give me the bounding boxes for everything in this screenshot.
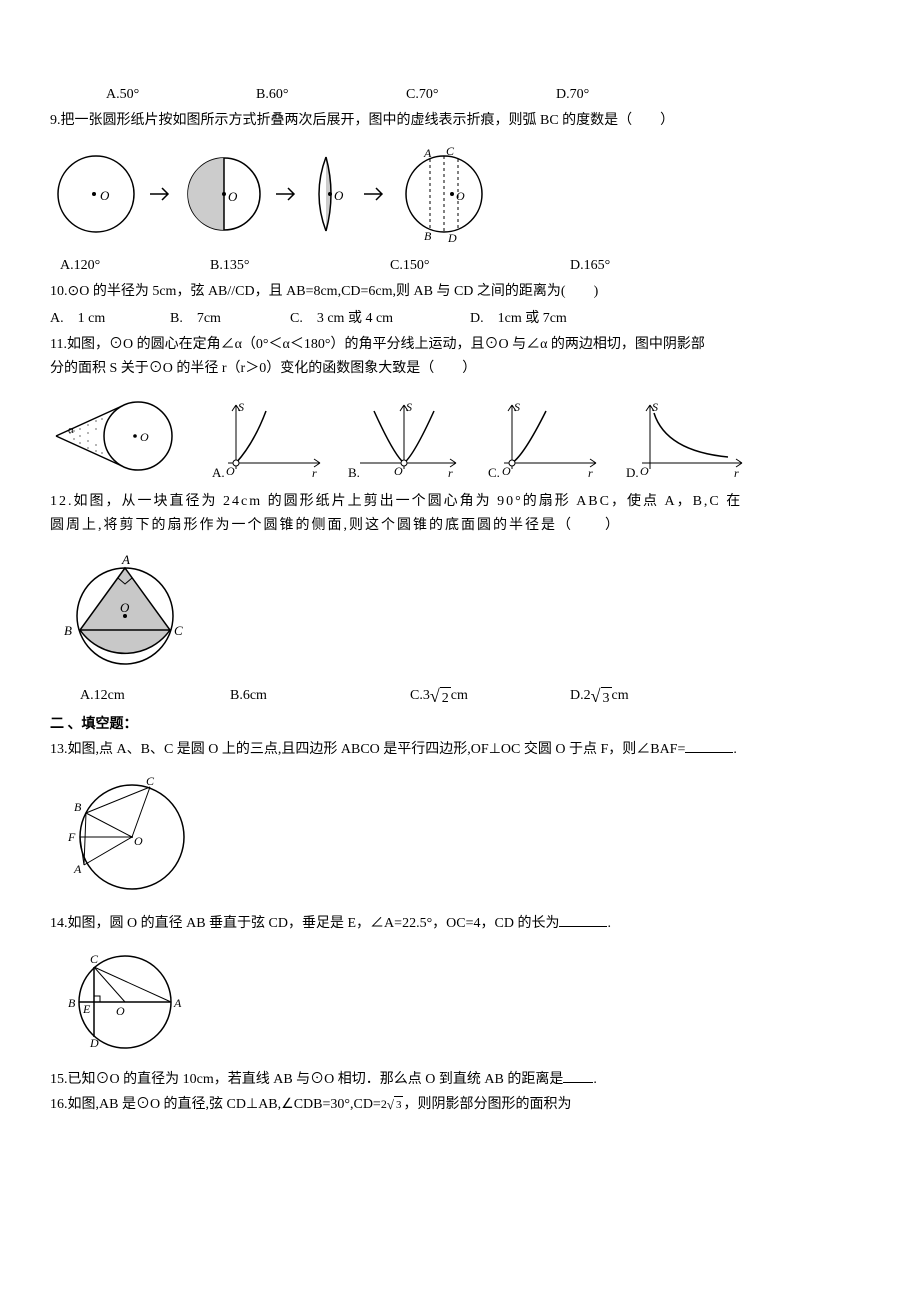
svg-text:O: O: [120, 600, 130, 615]
q14-figure: C B A D E O: [50, 947, 870, 1057]
q13-blank: [685, 739, 733, 753]
q12-opt-a: A.12cm: [50, 685, 230, 707]
svg-text:O: O: [228, 189, 238, 204]
q9-opt-d: D.165°: [570, 255, 730, 277]
q13-text: 13.如图,点 A、B、C 是圆 O 上的三点,且四边形 ABCO 是平行四边形…: [50, 739, 870, 761]
svg-text:A: A: [423, 146, 432, 160]
q16-cd-value: 2 √3: [381, 1095, 404, 1116]
q9-figures: O O O O A C B D: [50, 145, 870, 243]
q10-opt-d: D. 1cm 或 7cm: [470, 308, 630, 330]
q14-text: 14.如图，圆 O 的直径 AB 垂直于弦 CD，垂足是 E，∠A=22.5°，…: [50, 913, 870, 935]
q15-text: 15.已知⊙O 的直径为 10cm，若直线 AB 与⊙O 相切．那么点 O 到直…: [50, 1069, 870, 1091]
svg-text:O: O: [226, 464, 235, 478]
q12-figure: A B C O: [50, 550, 870, 670]
svg-text:O: O: [502, 464, 511, 478]
svg-text:S: S: [514, 400, 520, 414]
q15-blank: [563, 1069, 593, 1083]
q11-text2: 分的面积 S 关于⊙O 的半径 r（r＞0）变化的函数图象大致是（ ）: [50, 358, 870, 380]
svg-text:r: r: [588, 466, 593, 479]
q9-fig4: O A C B D: [394, 145, 494, 243]
svg-text:A: A: [73, 862, 82, 876]
svg-text:B.: B.: [348, 465, 360, 479]
svg-text:D: D: [447, 231, 457, 243]
svg-text:S: S: [238, 400, 244, 414]
svg-text:O: O: [334, 188, 344, 203]
svg-text:A: A: [121, 552, 130, 567]
q11-graph-b: S r O B.: [346, 399, 466, 479]
svg-text:A.: A.: [212, 465, 225, 479]
svg-text:D: D: [89, 1036, 99, 1050]
q10-opt-a: A. 1 cm: [50, 308, 170, 330]
svg-text:O: O: [134, 834, 143, 848]
q12-options: A.12cm B.6cm C.3 √2 cm D.2 √3 cm: [50, 682, 870, 711]
q13-figure: C B F A O: [50, 773, 870, 901]
svg-text:O: O: [116, 1004, 125, 1018]
svg-text:D.: D.: [626, 465, 639, 479]
q11-figures: α O S r O A. S r O B.: [50, 393, 870, 479]
section2-title: 二 、填空题：: [50, 714, 870, 736]
svg-text:O: O: [640, 464, 649, 478]
q9-fig1: O: [50, 148, 142, 240]
svg-text:A: A: [173, 996, 182, 1010]
svg-text:B: B: [64, 623, 72, 638]
q14-blank: [559, 913, 607, 927]
q11-graph-d: S r O D.: [622, 399, 750, 479]
q11-graph-c: S r O C.: [484, 399, 604, 479]
q11-text1: 11.如图，⊙O 的圆心在定角∠α（0°＜α＜180°）的角平分线上运动，且⊙O…: [50, 334, 870, 356]
q12-opt-d: D.2 √3 cm: [570, 682, 730, 711]
q8-opt-a: A.50°: [106, 84, 256, 106]
q12-text1: 12.如图，从一块直径为 24cm 的圆形纸片上剪出一个圆心角为 90°的扇形 …: [50, 491, 870, 513]
svg-text:r: r: [312, 466, 317, 479]
q10-text: 10.⊙O 的半径为 5cm，弦 AB//CD，且 AB=8cm,CD=6cm,…: [50, 281, 870, 303]
arrow-icon: [362, 184, 388, 204]
q9-fig2: O: [180, 150, 268, 238]
svg-text:C: C: [174, 623, 183, 638]
svg-text:C.: C.: [488, 465, 500, 479]
q9-opt-c: C.150°: [390, 255, 570, 277]
svg-text:C: C: [146, 774, 155, 788]
q8-options: A.50° B.60° C.70° D.70°: [50, 84, 870, 106]
q8-opt-c: C.70°: [406, 84, 556, 106]
svg-text:O: O: [456, 189, 465, 203]
q16-text: 16.如图,AB 是⊙O 的直径,弦 CD⊥AB,∠CDB=30°,CD= 2 …: [50, 1094, 870, 1116]
q10-options: A. 1 cm B. 7cm C. 3 cm 或 4 cm D. 1cm 或 7…: [50, 308, 870, 330]
q9-options: A.120° B.135° C.150° D.165°: [50, 255, 870, 277]
svg-text:B: B: [74, 800, 82, 814]
svg-text:r: r: [448, 466, 453, 479]
q12-text2: 圆周上,将剪下的扇形作为一个圆锥的侧面,则这个圆锥的底面圆的半径是（ ）: [50, 515, 870, 537]
svg-text:E: E: [82, 1002, 91, 1016]
q12-opt-c: C.3 √2 cm: [410, 682, 570, 711]
arrow-icon: [148, 184, 174, 204]
svg-text:C: C: [446, 145, 455, 158]
arrow-icon: [274, 184, 300, 204]
svg-text:O: O: [100, 188, 110, 203]
svg-text:B: B: [68, 996, 76, 1010]
q11-graph-a: S r O A.: [208, 399, 328, 479]
q9-fig3: O: [306, 151, 356, 237]
q9-text: 9.把一张圆形纸片按如图所示方式折叠两次后展开，图中的虚线表示折痕，则弧 BC …: [50, 110, 870, 132]
svg-text:r: r: [734, 466, 739, 479]
q10-opt-c: C. 3 cm 或 4 cm: [290, 308, 470, 330]
svg-text:O: O: [394, 464, 403, 478]
svg-text:α: α: [68, 424, 74, 436]
q9-opt-b: B.135°: [210, 255, 390, 277]
svg-text:F: F: [67, 830, 76, 844]
svg-text:S: S: [652, 400, 658, 414]
svg-text:S: S: [406, 400, 412, 414]
q10-opt-b: B. 7cm: [170, 308, 290, 330]
svg-text:O: O: [140, 430, 149, 444]
q11-geom: α O: [50, 393, 190, 479]
q9-opt-a: A.120°: [50, 255, 210, 277]
q8-opt-b: B.60°: [256, 84, 406, 106]
svg-text:C: C: [90, 952, 99, 966]
svg-text:B: B: [424, 229, 432, 243]
q12-opt-b: B.6cm: [230, 685, 410, 707]
q8-opt-d: D.70°: [556, 84, 706, 106]
